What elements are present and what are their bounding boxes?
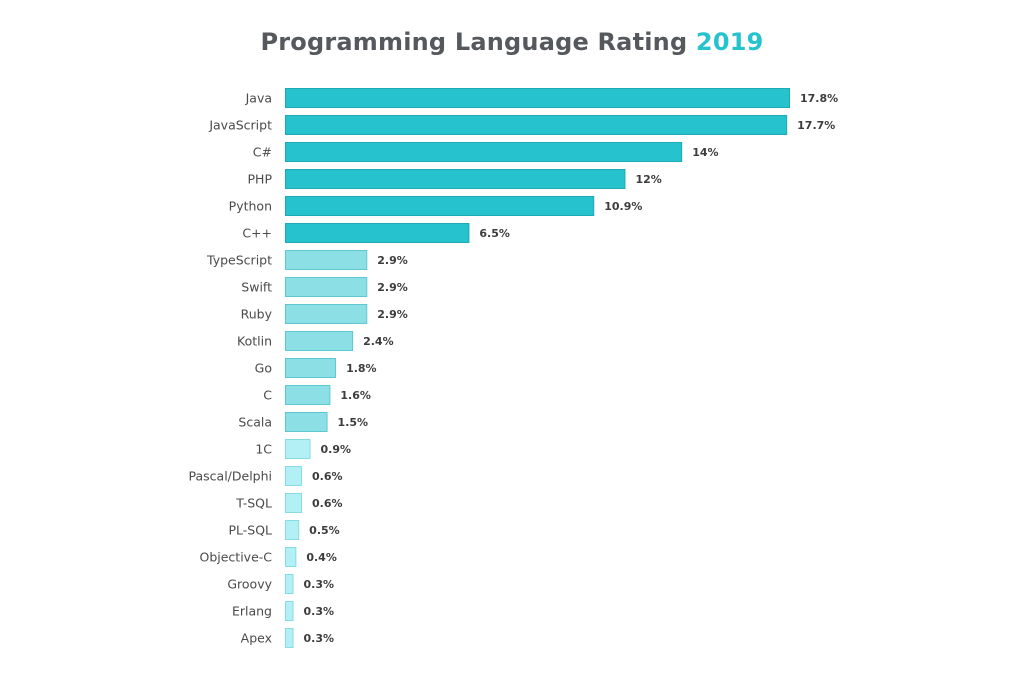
bar <box>285 385 331 405</box>
category-label: Scala <box>238 415 272 430</box>
bar <box>285 493 303 513</box>
bar <box>285 574 294 594</box>
category-label: JavaScript <box>208 118 272 133</box>
bar <box>285 412 328 432</box>
category-label: Apex <box>241 631 272 646</box>
value-label: 17.8% <box>800 92 838 105</box>
value-label: 0.6% <box>312 497 343 510</box>
category-label: Python <box>229 199 272 214</box>
bar <box>285 628 294 648</box>
category-label: PHP <box>248 172 273 187</box>
category-label: TypeScript <box>206 253 272 268</box>
value-label: 2.9% <box>377 281 408 294</box>
category-label: Go <box>255 361 272 376</box>
value-label: 0.3% <box>304 632 335 645</box>
value-label: 0.3% <box>304 578 335 591</box>
bar <box>285 547 297 567</box>
value-label: 12% <box>635 173 661 186</box>
category-label: Kotlin <box>237 334 272 349</box>
value-label: 1.8% <box>346 362 377 375</box>
value-label: 1.5% <box>338 416 369 429</box>
bar <box>285 520 300 540</box>
value-label: 2.9% <box>377 308 408 321</box>
value-label: 2.9% <box>377 254 408 267</box>
value-label: 2.4% <box>363 335 394 348</box>
category-label: Swift <box>241 280 272 295</box>
category-label: Objective-C <box>199 550 272 565</box>
value-label: 6.5% <box>479 227 510 240</box>
bar <box>285 196 595 216</box>
bar <box>285 358 337 378</box>
bar <box>285 142 683 162</box>
value-label: 14% <box>692 146 718 159</box>
chart-title-year: 2019 <box>695 28 764 56</box>
category-label: PL-SQL <box>228 523 272 538</box>
bar <box>285 88 790 108</box>
bar <box>285 115 788 135</box>
category-label: Java <box>245 91 272 106</box>
bar <box>285 331 354 351</box>
bar <box>285 277 368 297</box>
category-label: C++ <box>242 226 272 241</box>
value-label: 17.7% <box>797 119 835 132</box>
value-label: 0.3% <box>304 605 335 618</box>
category-label: C <box>263 388 272 403</box>
value-label: 0.4% <box>306 551 337 564</box>
category-label: T-SQL <box>235 496 272 511</box>
value-label: 10.9% <box>604 200 642 213</box>
category-label: Ruby <box>241 307 273 322</box>
bar <box>285 223 470 243</box>
bar <box>285 169 626 189</box>
category-label: Pascal/Delphi <box>189 469 272 484</box>
value-label: 0.9% <box>321 443 352 456</box>
chart-title-main: Programming Language Rating <box>260 28 688 56</box>
bar <box>285 304 368 324</box>
category-label: Erlang <box>232 604 272 619</box>
bar <box>285 466 303 486</box>
category-label: Groovy <box>227 577 272 592</box>
bar <box>285 601 294 621</box>
category-label: 1C <box>255 442 272 457</box>
bar <box>285 439 311 459</box>
value-label: 0.6% <box>312 470 343 483</box>
bar <box>285 250 368 270</box>
chart-title: Programming Language Rating 2019 <box>0 28 1024 56</box>
value-label: 0.5% <box>309 524 340 537</box>
category-label: C# <box>253 145 272 160</box>
value-label: 1.6% <box>340 389 371 402</box>
